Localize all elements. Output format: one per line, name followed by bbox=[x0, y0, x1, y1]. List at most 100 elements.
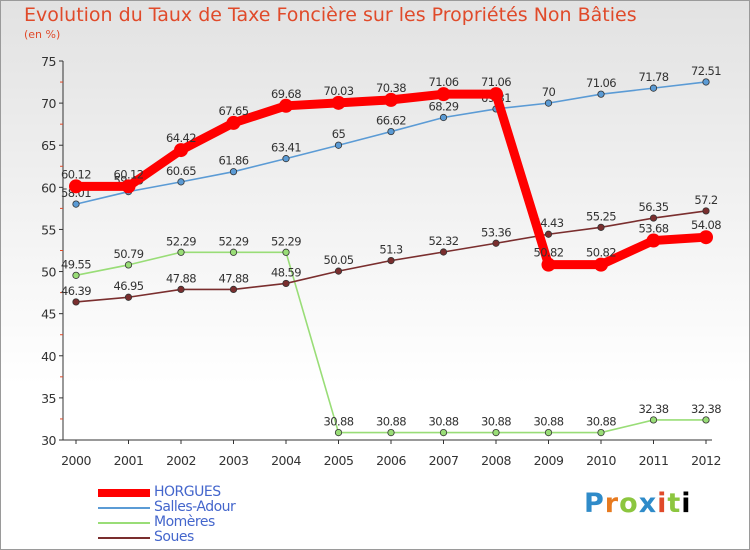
proxiti-logo: Proxiti bbox=[584, 488, 692, 519]
data-point-salles-adour bbox=[177, 178, 185, 186]
data-point-soues bbox=[177, 285, 185, 294]
legend-item-salles-adour: Salles-Adour bbox=[98, 500, 338, 515]
legend-item-mom-res: Momères bbox=[98, 515, 338, 530]
x-tick-label: 2008 bbox=[481, 453, 511, 468]
data-point-horgues bbox=[541, 257, 556, 272]
data-label-mom-res: 30.88 bbox=[586, 415, 616, 429]
data-point-salles-adour bbox=[702, 78, 710, 86]
data-point-soues bbox=[597, 223, 605, 231]
y-tick-label: 45 bbox=[41, 307, 56, 322]
data-label-soues: 46.39 bbox=[61, 284, 91, 298]
data-point-soues bbox=[282, 279, 290, 288]
data-label-salles-adour: 70 bbox=[542, 85, 556, 99]
data-point-horgues bbox=[279, 98, 293, 113]
data-label-mom-res: 30.88 bbox=[376, 415, 406, 429]
x-tick-label: 2006 bbox=[376, 453, 406, 468]
y-tick-label: 40 bbox=[41, 349, 56, 364]
data-label-mom-res: 30.88 bbox=[324, 415, 354, 429]
data-label-mom-res: 30.88 bbox=[534, 415, 564, 429]
x-tick-label: 2009 bbox=[534, 453, 564, 468]
data-point-horgues bbox=[646, 233, 661, 248]
legend-label: Salles-Adour bbox=[154, 499, 236, 515]
data-point-horgues bbox=[594, 257, 608, 272]
data-label-salles-adour: 65 bbox=[332, 127, 346, 141]
data-point-mom-res bbox=[439, 428, 448, 437]
data-label-salles-adour: 66.62 bbox=[376, 114, 406, 128]
data-point-horgues bbox=[699, 230, 713, 245]
x-tick-label: 2012 bbox=[691, 453, 721, 468]
data-point-salles-adour bbox=[544, 99, 553, 107]
data-label-soues: 56.35 bbox=[639, 200, 669, 214]
y-tick-label: 70 bbox=[41, 96, 56, 111]
data-label-salles-adour: 71.06 bbox=[586, 76, 616, 90]
data-point-salles-adour bbox=[387, 127, 395, 136]
data-point-soues bbox=[229, 285, 238, 294]
legend-swatch bbox=[98, 489, 150, 497]
data-point-mom-res bbox=[544, 428, 553, 437]
x-tick-label: 2007 bbox=[429, 453, 459, 468]
data-label-horgues: 64.42 bbox=[166, 131, 196, 145]
x-tick-label: 2002 bbox=[166, 453, 196, 468]
legend-swatch bbox=[98, 522, 150, 524]
data-point-horgues bbox=[174, 143, 188, 158]
data-label-horgues: 53.68 bbox=[639, 222, 669, 236]
data-label-horgues: 70.38 bbox=[376, 81, 406, 95]
data-point-salles-adour bbox=[334, 141, 343, 149]
data-point-soues bbox=[544, 230, 553, 238]
data-point-mom-res bbox=[649, 416, 658, 424]
y-tick-label: 50 bbox=[41, 265, 56, 280]
data-label-horgues: 71.06 bbox=[481, 75, 511, 89]
legend-item-soues: Soues bbox=[98, 530, 338, 545]
data-label-horgues: 50.82 bbox=[534, 246, 564, 260]
data-point-soues bbox=[702, 207, 710, 215]
legend-item-horgues: HORGUES bbox=[98, 485, 338, 500]
data-point-mom-res bbox=[124, 261, 133, 269]
data-point-salles-adour bbox=[229, 168, 238, 176]
data-point-mom-res bbox=[387, 428, 395, 437]
data-label-mom-res: 49.55 bbox=[61, 257, 91, 271]
y-tick-label: 35 bbox=[41, 391, 56, 406]
data-label-salles-adour: 68.29 bbox=[429, 100, 459, 114]
data-point-mom-res bbox=[72, 271, 80, 279]
data-point-mom-res bbox=[702, 416, 710, 424]
x-tick-label: 2000 bbox=[61, 453, 91, 468]
data-point-mom-res bbox=[229, 248, 238, 256]
data-label-mom-res: 52.29 bbox=[271, 234, 301, 248]
data-label-salles-adour: 71.78 bbox=[639, 70, 669, 84]
y-tick-label: 55 bbox=[41, 222, 56, 237]
data-label-horgues: 71.06 bbox=[429, 75, 459, 89]
data-point-salles-adour bbox=[597, 90, 605, 98]
y-tick-label: 60 bbox=[41, 180, 56, 195]
data-point-mom-res bbox=[334, 428, 343, 437]
data-point-soues bbox=[387, 257, 395, 265]
data-point-mom-res bbox=[597, 428, 605, 437]
data-point-horgues bbox=[331, 95, 346, 110]
data-label-soues: 47.88 bbox=[166, 271, 196, 285]
data-point-salles-adour bbox=[72, 200, 80, 208]
data-label-mom-res: 52.29 bbox=[166, 234, 196, 248]
data-label-soues: 46.95 bbox=[114, 279, 144, 293]
y-tick-label: 30 bbox=[41, 433, 56, 448]
legend-label: Momères bbox=[154, 514, 215, 530]
x-tick-label: 2001 bbox=[114, 453, 144, 468]
chart-title: Evolution du Taux de Taxe Foncière sur l… bbox=[24, 4, 637, 26]
data-label-soues: 52.32 bbox=[429, 234, 459, 248]
data-label-soues: 48.59 bbox=[271, 265, 301, 279]
data-label-soues: 51.3 bbox=[379, 243, 402, 257]
data-label-mom-res: 32.38 bbox=[639, 402, 669, 416]
data-label-mom-res: 52.29 bbox=[219, 234, 249, 248]
y-tick-label: 65 bbox=[41, 138, 56, 153]
data-label-soues: 53.36 bbox=[481, 225, 511, 239]
data-point-horgues bbox=[121, 179, 136, 194]
data-point-salles-adour bbox=[649, 84, 658, 92]
data-point-mom-res bbox=[282, 248, 290, 256]
x-tick-label: 2003 bbox=[219, 453, 249, 468]
x-tick-label: 2005 bbox=[324, 453, 354, 468]
data-label-soues: 47.88 bbox=[219, 271, 249, 285]
data-label-mom-res: 50.79 bbox=[114, 247, 144, 261]
data-point-soues bbox=[439, 248, 448, 256]
chart-unit-label: (en %) bbox=[24, 28, 61, 41]
data-label-soues: 55.25 bbox=[586, 209, 616, 223]
data-point-salles-adour bbox=[282, 155, 290, 163]
